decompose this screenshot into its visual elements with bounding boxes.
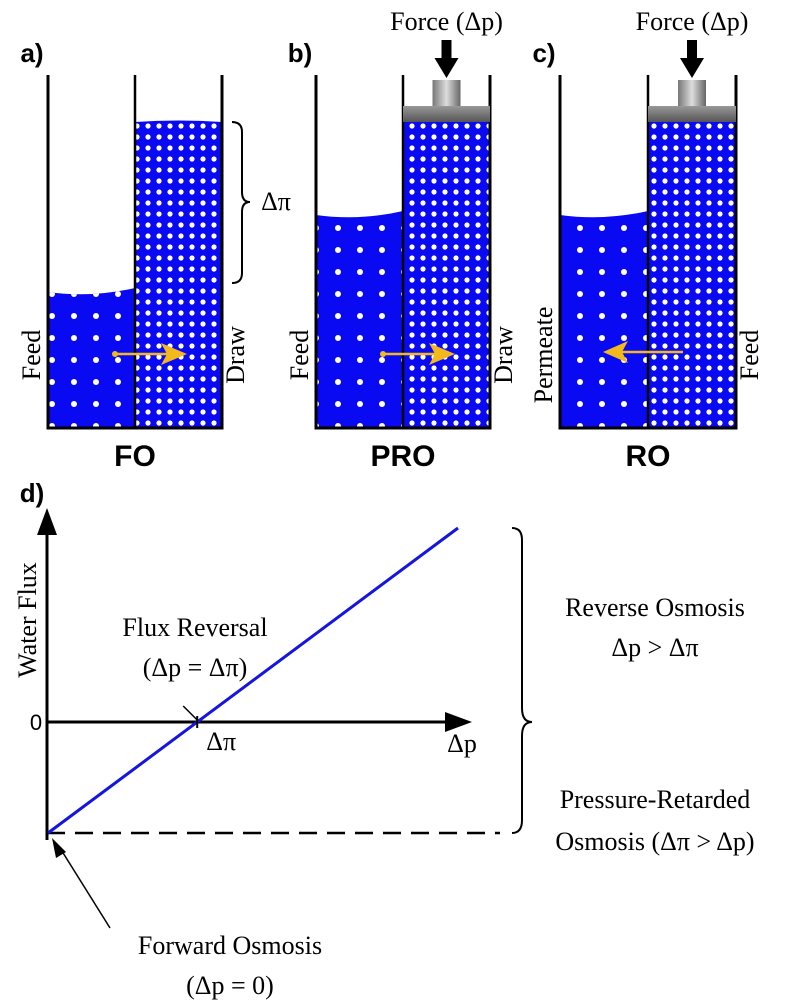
- piston-rod: [678, 80, 706, 106]
- force-label: Force (Δp): [636, 7, 749, 36]
- right-label: Feed: [735, 330, 764, 381]
- force-arrow: [680, 40, 704, 78]
- flux-arrow-head: [429, 343, 455, 365]
- x-axis-label: Δp: [447, 729, 477, 758]
- piston-plate: [648, 106, 736, 122]
- brace: [231, 121, 251, 284]
- region-label: Osmosis (Δπ > Δp): [555, 827, 754, 856]
- annotation: (Δp = 0): [186, 971, 274, 1000]
- region-brace: [511, 527, 533, 834]
- region-label: Reverse Osmosis: [565, 593, 745, 622]
- flux-arrow-head: [603, 341, 628, 363]
- pointer-arrow: [59, 847, 111, 929]
- flux-line: [47, 526, 459, 835]
- panel-title: FO: [114, 440, 156, 473]
- piston-rod: [432, 80, 461, 106]
- force-label: Force (Δp): [390, 7, 503, 36]
- panel-label: d): [20, 478, 45, 508]
- origin-label: 0: [30, 710, 42, 735]
- region-label: Pressure-Retarded: [560, 785, 751, 814]
- panel-label: b): [288, 38, 313, 68]
- feed-particles: [48, 288, 135, 428]
- y-axis-arrow: [37, 508, 57, 535]
- feed-particles: [560, 211, 648, 428]
- flux-arrow-tail: [112, 351, 118, 357]
- force-arrow: [434, 40, 459, 78]
- annotation: Forward Osmosis: [138, 931, 322, 960]
- region-label: Δp > Δπ: [611, 633, 698, 662]
- draw-particles: [648, 120, 736, 428]
- flux-arrow-tail: [380, 351, 386, 357]
- panel-title: RO: [626, 440, 671, 473]
- panel-label: a): [20, 38, 43, 68]
- x-axis-arrow: [445, 712, 472, 732]
- right-label: Draw: [221, 326, 250, 384]
- flux-arrow-head: [161, 343, 187, 365]
- osmotic-pressure-label: Δπ: [261, 187, 291, 216]
- left-label: Feed: [285, 330, 314, 381]
- draw-particles: [403, 120, 490, 428]
- panel-label: c): [532, 38, 555, 68]
- panel-title: PRO: [370, 440, 435, 473]
- leader-line: [182, 705, 198, 721]
- annotation: Flux Reversal: [122, 613, 267, 642]
- feed-particles: [316, 211, 403, 428]
- right-label: Draw: [489, 326, 518, 384]
- piston-plate: [403, 106, 490, 122]
- crossing-label: Δπ: [206, 727, 236, 756]
- pointer-arrow-head: [52, 838, 66, 858]
- left-label: Permeate: [529, 307, 558, 404]
- annotation: (Δp = Δπ): [143, 653, 248, 682]
- y-axis-label: Water Flux: [13, 562, 42, 678]
- draw-particles: [135, 120, 222, 428]
- left-label: Feed: [17, 330, 46, 381]
